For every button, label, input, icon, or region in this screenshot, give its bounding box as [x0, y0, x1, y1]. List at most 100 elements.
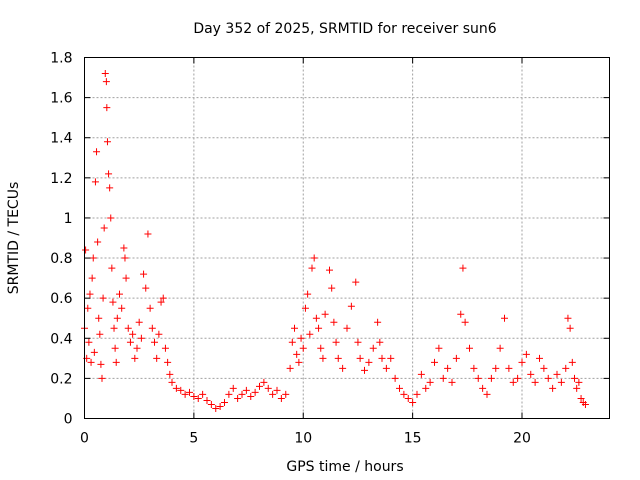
data-point — [264, 384, 272, 392]
data-point — [514, 374, 522, 382]
data-point — [109, 298, 117, 306]
data-point — [238, 390, 246, 398]
data-point — [110, 324, 118, 332]
data-point — [186, 388, 193, 396]
x-tick-label: 15 — [404, 431, 422, 447]
data-point — [199, 390, 207, 398]
data-points — [81, 70, 589, 412]
data-point — [291, 324, 298, 332]
data-point — [339, 364, 347, 372]
x-tick-label: 5 — [189, 431, 198, 447]
data-point — [426, 378, 434, 386]
data-point — [111, 344, 119, 352]
data-point — [527, 370, 535, 378]
data-point — [142, 284, 150, 292]
data-point — [492, 364, 500, 372]
data-point — [531, 378, 539, 386]
data-point — [334, 354, 342, 362]
data-point — [461, 318, 469, 326]
data-point — [321, 310, 329, 318]
data-point — [101, 70, 109, 78]
data-point — [288, 338, 296, 346]
data-point — [212, 404, 220, 412]
data-point — [172, 384, 180, 392]
data-point — [297, 334, 305, 342]
data-point — [194, 394, 202, 402]
data-point — [229, 384, 237, 392]
data-point — [522, 350, 530, 358]
data-point — [151, 338, 158, 346]
data-point — [282, 390, 290, 398]
data-point — [164, 358, 172, 366]
data-point — [343, 324, 351, 332]
data-point — [96, 330, 104, 338]
data-point — [330, 318, 338, 326]
data-point — [553, 370, 561, 378]
data-point — [518, 358, 526, 366]
data-point — [422, 384, 430, 392]
data-point — [106, 184, 114, 192]
y-tick-label: 0.6 — [50, 291, 72, 307]
data-point — [153, 354, 161, 362]
data-point — [112, 358, 120, 366]
data-point — [505, 364, 513, 372]
y-tick-label: 0.2 — [50, 371, 72, 387]
data-point — [251, 388, 259, 396]
data-point — [571, 374, 578, 382]
data-point — [260, 378, 268, 386]
data-point — [225, 390, 233, 398]
data-point — [374, 318, 382, 326]
data-point — [391, 374, 399, 382]
data-point — [483, 390, 491, 398]
data-point — [581, 400, 589, 408]
data-point — [319, 354, 327, 362]
data-point — [126, 338, 134, 346]
data-point — [121, 254, 129, 262]
data-point — [304, 290, 312, 298]
data-point — [509, 378, 517, 386]
data-point — [177, 386, 185, 394]
data-point — [133, 344, 141, 352]
x-axis-label: GPS time / hours — [286, 459, 403, 475]
data-point — [89, 254, 97, 262]
data-point — [466, 344, 473, 352]
grid — [84, 57, 610, 419]
data-point — [457, 310, 465, 318]
data-point — [97, 360, 105, 368]
data-point — [444, 364, 452, 372]
data-point — [354, 338, 362, 346]
data-point — [376, 338, 384, 346]
data-point — [566, 324, 574, 332]
data-point — [95, 314, 103, 322]
data-point — [573, 384, 581, 392]
data-point — [105, 170, 113, 178]
data-point — [317, 344, 325, 352]
data-point — [85, 338, 93, 346]
chart-title: Day 352 of 2025, SRMTID for receiver sun… — [193, 21, 496, 37]
data-point — [315, 324, 323, 332]
data-point — [159, 294, 167, 302]
data-point — [131, 354, 139, 362]
plot-frame — [84, 57, 610, 419]
data-point — [103, 138, 111, 146]
data-point — [113, 314, 121, 322]
data-point — [107, 214, 115, 222]
data-point — [144, 230, 152, 238]
data-point — [135, 318, 143, 326]
data-point — [168, 378, 176, 386]
data-point — [129, 330, 137, 338]
data-point — [91, 178, 99, 186]
y-tick-label: 1.8 — [50, 51, 72, 67]
data-point — [286, 364, 294, 372]
data-point — [400, 390, 408, 398]
data-point — [86, 290, 94, 298]
data-point — [273, 386, 281, 394]
data-point — [88, 274, 96, 282]
data-point — [549, 384, 557, 392]
axis-ticks: 0 0.2 0.4 0.6 0.8 1 1.2 1.4 1.6 1.8 0 5 10 15 20 — [50, 51, 610, 447]
data-point — [417, 370, 425, 378]
x-tick-label: 0 — [80, 431, 89, 447]
data-point — [293, 350, 301, 358]
data-point — [301, 304, 309, 312]
data-point — [308, 264, 316, 272]
